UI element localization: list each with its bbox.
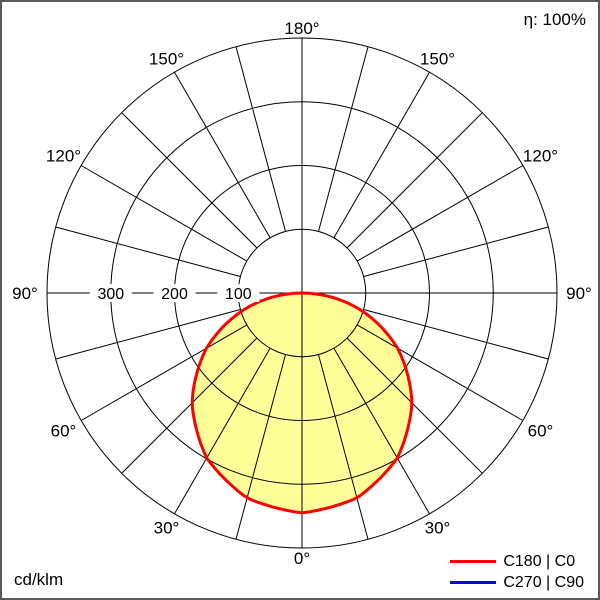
grid-spoke: [356, 165, 524, 262]
grid-spoke: [55, 226, 241, 277]
legend: C180 | C0 C270 | C90: [450, 552, 584, 592]
grid-spoke: [80, 165, 248, 262]
angle-label: 120°: [523, 146, 558, 165]
angle-label: 150°: [149, 49, 184, 68]
angle-label: 60°: [51, 422, 77, 441]
grid-spoke: [363, 309, 549, 360]
curve-c180c0: [190, 291, 414, 515]
legend-label-c90: C270 | C90: [503, 573, 584, 591]
angle-label: 30°: [425, 519, 451, 538]
angle-label: 90°: [566, 284, 592, 303]
legend-line-red-icon: [450, 560, 497, 563]
grid-spoke: [235, 46, 286, 232]
grid-spoke: [363, 226, 549, 277]
grid-spoke: [333, 347, 430, 515]
grid-spoke: [121, 337, 258, 474]
radial-tick-label: 100: [225, 286, 252, 303]
legend-line-blue-icon: [450, 581, 497, 584]
grid-spoke: [80, 324, 248, 421]
tick-label-mask: [153, 284, 196, 302]
legend-item-c90: C270 | C90: [450, 573, 584, 592]
grid-spoke: [55, 309, 241, 360]
efficiency-label: η: 100%: [523, 10, 586, 29]
angle-label: 150°: [420, 49, 455, 68]
angle-label: 90°: [12, 284, 38, 303]
radial-tick-label: 200: [161, 286, 188, 303]
angle-label: 30°: [154, 519, 180, 538]
grid-spoke: [235, 354, 286, 540]
grid-spoke: [346, 337, 483, 474]
grid-spoke: [346, 112, 483, 249]
tick-label-mask: [217, 284, 260, 302]
angle-label: 120°: [46, 146, 81, 165]
grid-spoke: [318, 354, 369, 540]
grid-spoke: [174, 347, 271, 515]
angle-label: 60°: [528, 422, 554, 441]
grid-spoke: [318, 46, 369, 232]
grid-spoke: [333, 71, 430, 239]
angle-label: 0°: [294, 549, 310, 568]
tick-label-mask: [89, 284, 132, 302]
grid-spoke: [174, 71, 271, 239]
angle-label: 180°: [284, 19, 319, 38]
grid-spoke: [121, 112, 258, 249]
unit-label: cd/klm: [14, 570, 64, 589]
legend-label-c0: C180 | C0: [503, 552, 576, 570]
legend-item-c0: C180 | C0: [450, 552, 575, 571]
grid-spoke: [356, 324, 524, 421]
radial-tick-label: 300: [97, 286, 124, 303]
